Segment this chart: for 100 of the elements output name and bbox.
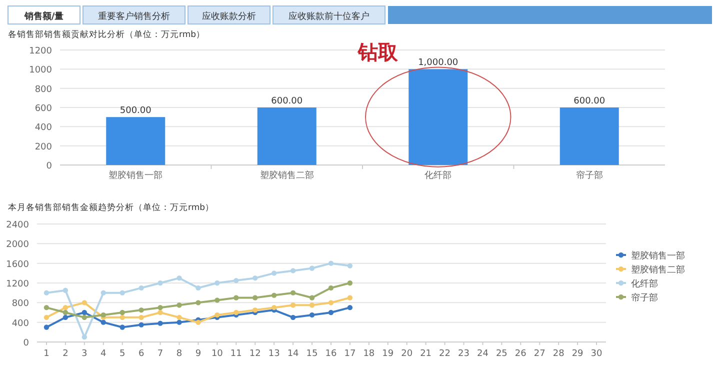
- data-label: 600.00: [271, 96, 303, 106]
- y-tick-label: 0: [23, 338, 30, 348]
- x-tick-label: 29: [572, 349, 584, 359]
- text: 应收账款分析: [202, 11, 256, 22]
- bar: [560, 108, 619, 165]
- point: [214, 280, 220, 286]
- point: [158, 280, 163, 286]
- y-tick-label: 2000: [6, 240, 30, 250]
- point: [328, 260, 334, 266]
- y-tick-label: 1600: [6, 260, 30, 270]
- y-tick-label: 2400: [6, 220, 30, 230]
- x-tick-label: 27: [534, 349, 546, 359]
- point: [44, 324, 50, 330]
- y-tick-label: 400: [12, 318, 30, 329]
- point: [158, 310, 163, 316]
- x-tick-label: 20: [401, 349, 413, 359]
- point: [62, 288, 68, 293]
- x-tick-label: 26: [514, 349, 527, 359]
- x-tick-label: 化纤部: [424, 170, 452, 181]
- point: [252, 295, 258, 300]
- x-tick-label: 23: [458, 349, 470, 359]
- bar: [408, 69, 468, 165]
- point: [347, 263, 353, 268]
- point: [138, 322, 144, 328]
- x-tick-label: 28: [552, 349, 565, 359]
- x-tick-label: 18: [363, 349, 375, 359]
- point: [44, 304, 50, 310]
- x-tick-label: 14: [287, 349, 300, 359]
- point: [82, 300, 88, 306]
- point: [309, 312, 315, 318]
- x-tick-label: 12: [249, 349, 261, 359]
- point: [328, 310, 334, 316]
- point: [290, 302, 296, 308]
- x-tick-label: 塑胶销售二部: [260, 170, 314, 181]
- point: [82, 310, 88, 316]
- y-tick-label: 800: [12, 299, 30, 310]
- point: [196, 300, 201, 306]
- point: [120, 310, 125, 316]
- point: [138, 307, 144, 313]
- point: [234, 278, 239, 284]
- legend-label: 塑胶销售二部: [631, 264, 685, 276]
- point: [271, 304, 277, 310]
- point: [176, 302, 182, 308]
- point: [214, 312, 220, 318]
- x-tick-label: 30: [590, 349, 603, 359]
- y-tick-label: 1000: [29, 66, 52, 76]
- point: [62, 304, 68, 310]
- x-tick-label: 塑胶销售一部: [108, 170, 163, 181]
- point: [328, 285, 334, 291]
- x-tick-label: 15: [306, 349, 318, 359]
- point: [347, 295, 353, 300]
- point: [100, 312, 106, 318]
- point: [290, 314, 296, 320]
- text: 销售额/量: [23, 11, 64, 22]
- x-tick-label: 8: [176, 349, 182, 359]
- legend-label: 塑胶销售一部: [631, 250, 685, 262]
- x-tick-label: 1: [44, 349, 50, 359]
- data-label: 600.00: [574, 96, 606, 106]
- y-tick-label: 200: [34, 142, 52, 152]
- y-tick-label: 1200: [29, 46, 52, 56]
- x-tick-label: 21: [420, 349, 432, 359]
- x-tick-label: 4: [100, 349, 107, 359]
- x-tick-label: 6: [138, 349, 144, 359]
- point: [100, 290, 106, 296]
- annotation: 钻取: [357, 40, 400, 64]
- data-label: 1,000.00: [418, 58, 458, 68]
- point: [44, 314, 50, 320]
- x-tick-label: 5: [119, 349, 126, 359]
- x-tick-label: 17: [344, 349, 356, 359]
- point: [62, 314, 68, 320]
- x-tick-label: 11: [230, 349, 242, 359]
- point: [138, 314, 144, 320]
- x-tick-label: 7: [157, 349, 164, 359]
- point: [120, 314, 125, 320]
- x-tick-label: 19: [382, 349, 394, 359]
- point: [120, 290, 125, 296]
- x-tick-label: 帘子部: [576, 170, 603, 181]
- legend-label: 化纤部: [631, 278, 658, 290]
- point: [271, 292, 277, 298]
- point: [271, 270, 277, 276]
- chart-title: 各销售部销售额贡献对比分析（单位：万元rmb）: [8, 29, 206, 40]
- point: [347, 280, 353, 286]
- point: [176, 320, 182, 325]
- x-tick-label: 25: [496, 349, 508, 359]
- y-tick-label: 600: [34, 104, 52, 114]
- bar: [257, 108, 316, 165]
- point: [234, 295, 239, 300]
- point: [234, 310, 239, 316]
- point: [196, 320, 201, 325]
- data-label: 500.00: [120, 106, 152, 116]
- legend-label: 帘子部: [631, 292, 658, 304]
- x-tick-label: 9: [195, 349, 202, 359]
- y-tick-label: 0: [46, 162, 52, 172]
- point: [196, 285, 201, 291]
- point: [309, 295, 315, 300]
- point: [290, 290, 296, 296]
- x-tick-label: 2: [62, 349, 68, 359]
- point: [100, 320, 106, 325]
- point: [214, 298, 220, 303]
- point: [158, 304, 163, 310]
